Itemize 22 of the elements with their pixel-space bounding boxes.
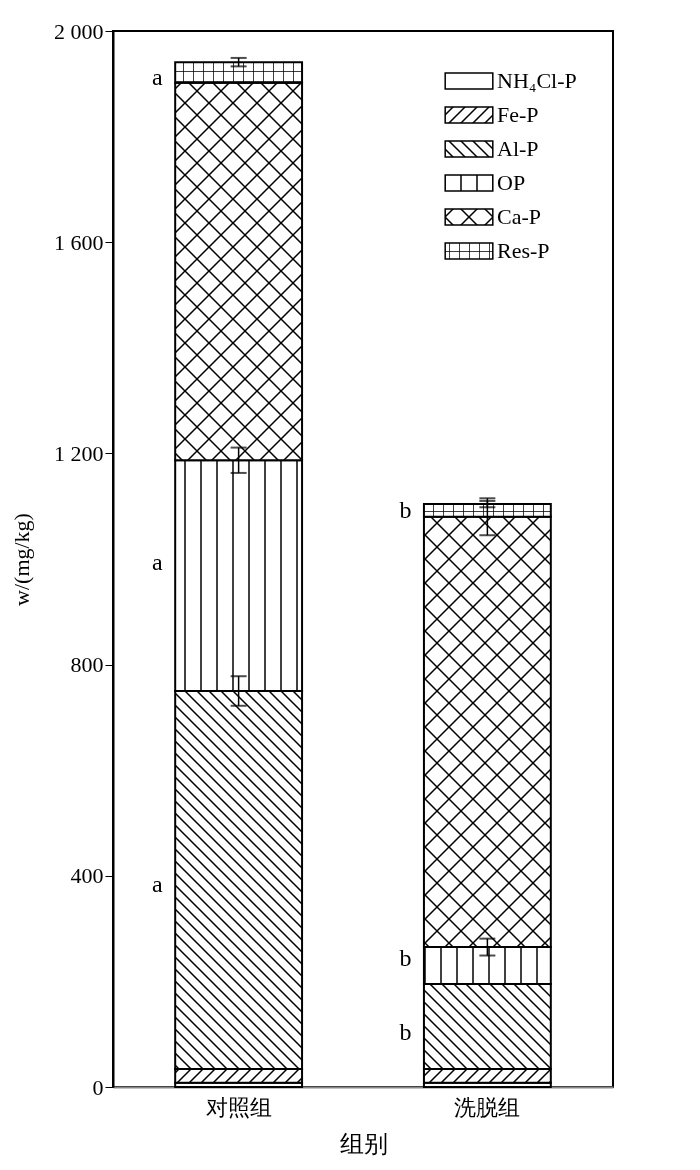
annotation: a [151, 871, 163, 897]
annotation: b [399, 497, 412, 523]
y-tick-label: 2 000 [54, 18, 104, 44]
legend-label: Al-P [497, 136, 539, 161]
x-tick-label: 洗脱组 [454, 1094, 521, 1120]
annotation: a [151, 549, 163, 575]
y-tick-label: 0 [92, 1074, 104, 1100]
y-tick-label: 400 [70, 863, 104, 889]
annotation: b [399, 945, 412, 971]
annotation: b [399, 1019, 412, 1045]
x-axis-title: 组别 [339, 1130, 388, 1157]
legend-label: Res-P [497, 238, 550, 263]
y-tick-label: 1 200 [54, 440, 104, 466]
legend-label: Fe-P [497, 102, 539, 127]
y-tick-label: 1 600 [54, 229, 104, 255]
y-tick-label: 800 [70, 652, 104, 678]
annotation: a [151, 64, 163, 90]
x-tick-label: 对照组 [205, 1094, 272, 1120]
y-axis-title: w/(mg/kg) [9, 513, 34, 606]
legend-label: OP [497, 170, 526, 195]
legend-label: NH₄Cl-P [497, 68, 577, 93]
legend-label: Ca-P [497, 204, 541, 229]
